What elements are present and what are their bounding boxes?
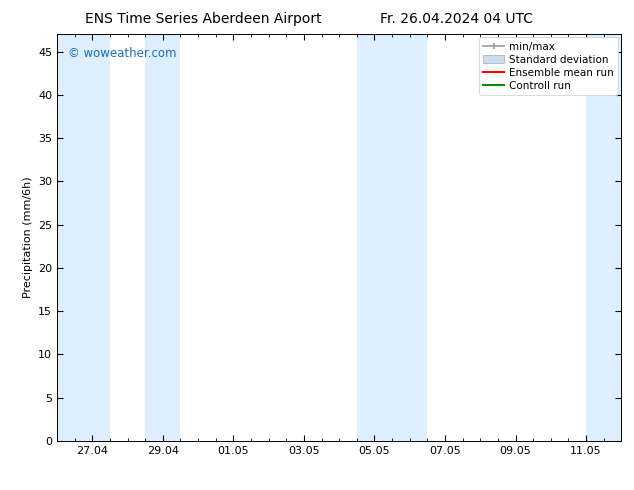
- Y-axis label: Precipitation (mm/6h): Precipitation (mm/6h): [23, 177, 32, 298]
- Text: ENS Time Series Aberdeen Airport: ENS Time Series Aberdeen Airport: [84, 12, 321, 26]
- Text: Fr. 26.04.2024 04 UTC: Fr. 26.04.2024 04 UTC: [380, 12, 533, 26]
- Bar: [57, 34, 110, 441]
- Bar: [145, 34, 181, 441]
- Legend: min/max, Standard deviation, Ensemble mean run, Controll run: min/max, Standard deviation, Ensemble me…: [479, 37, 618, 95]
- Bar: [586, 34, 621, 441]
- Bar: [357, 34, 427, 441]
- Text: © woweather.com: © woweather.com: [68, 47, 177, 59]
